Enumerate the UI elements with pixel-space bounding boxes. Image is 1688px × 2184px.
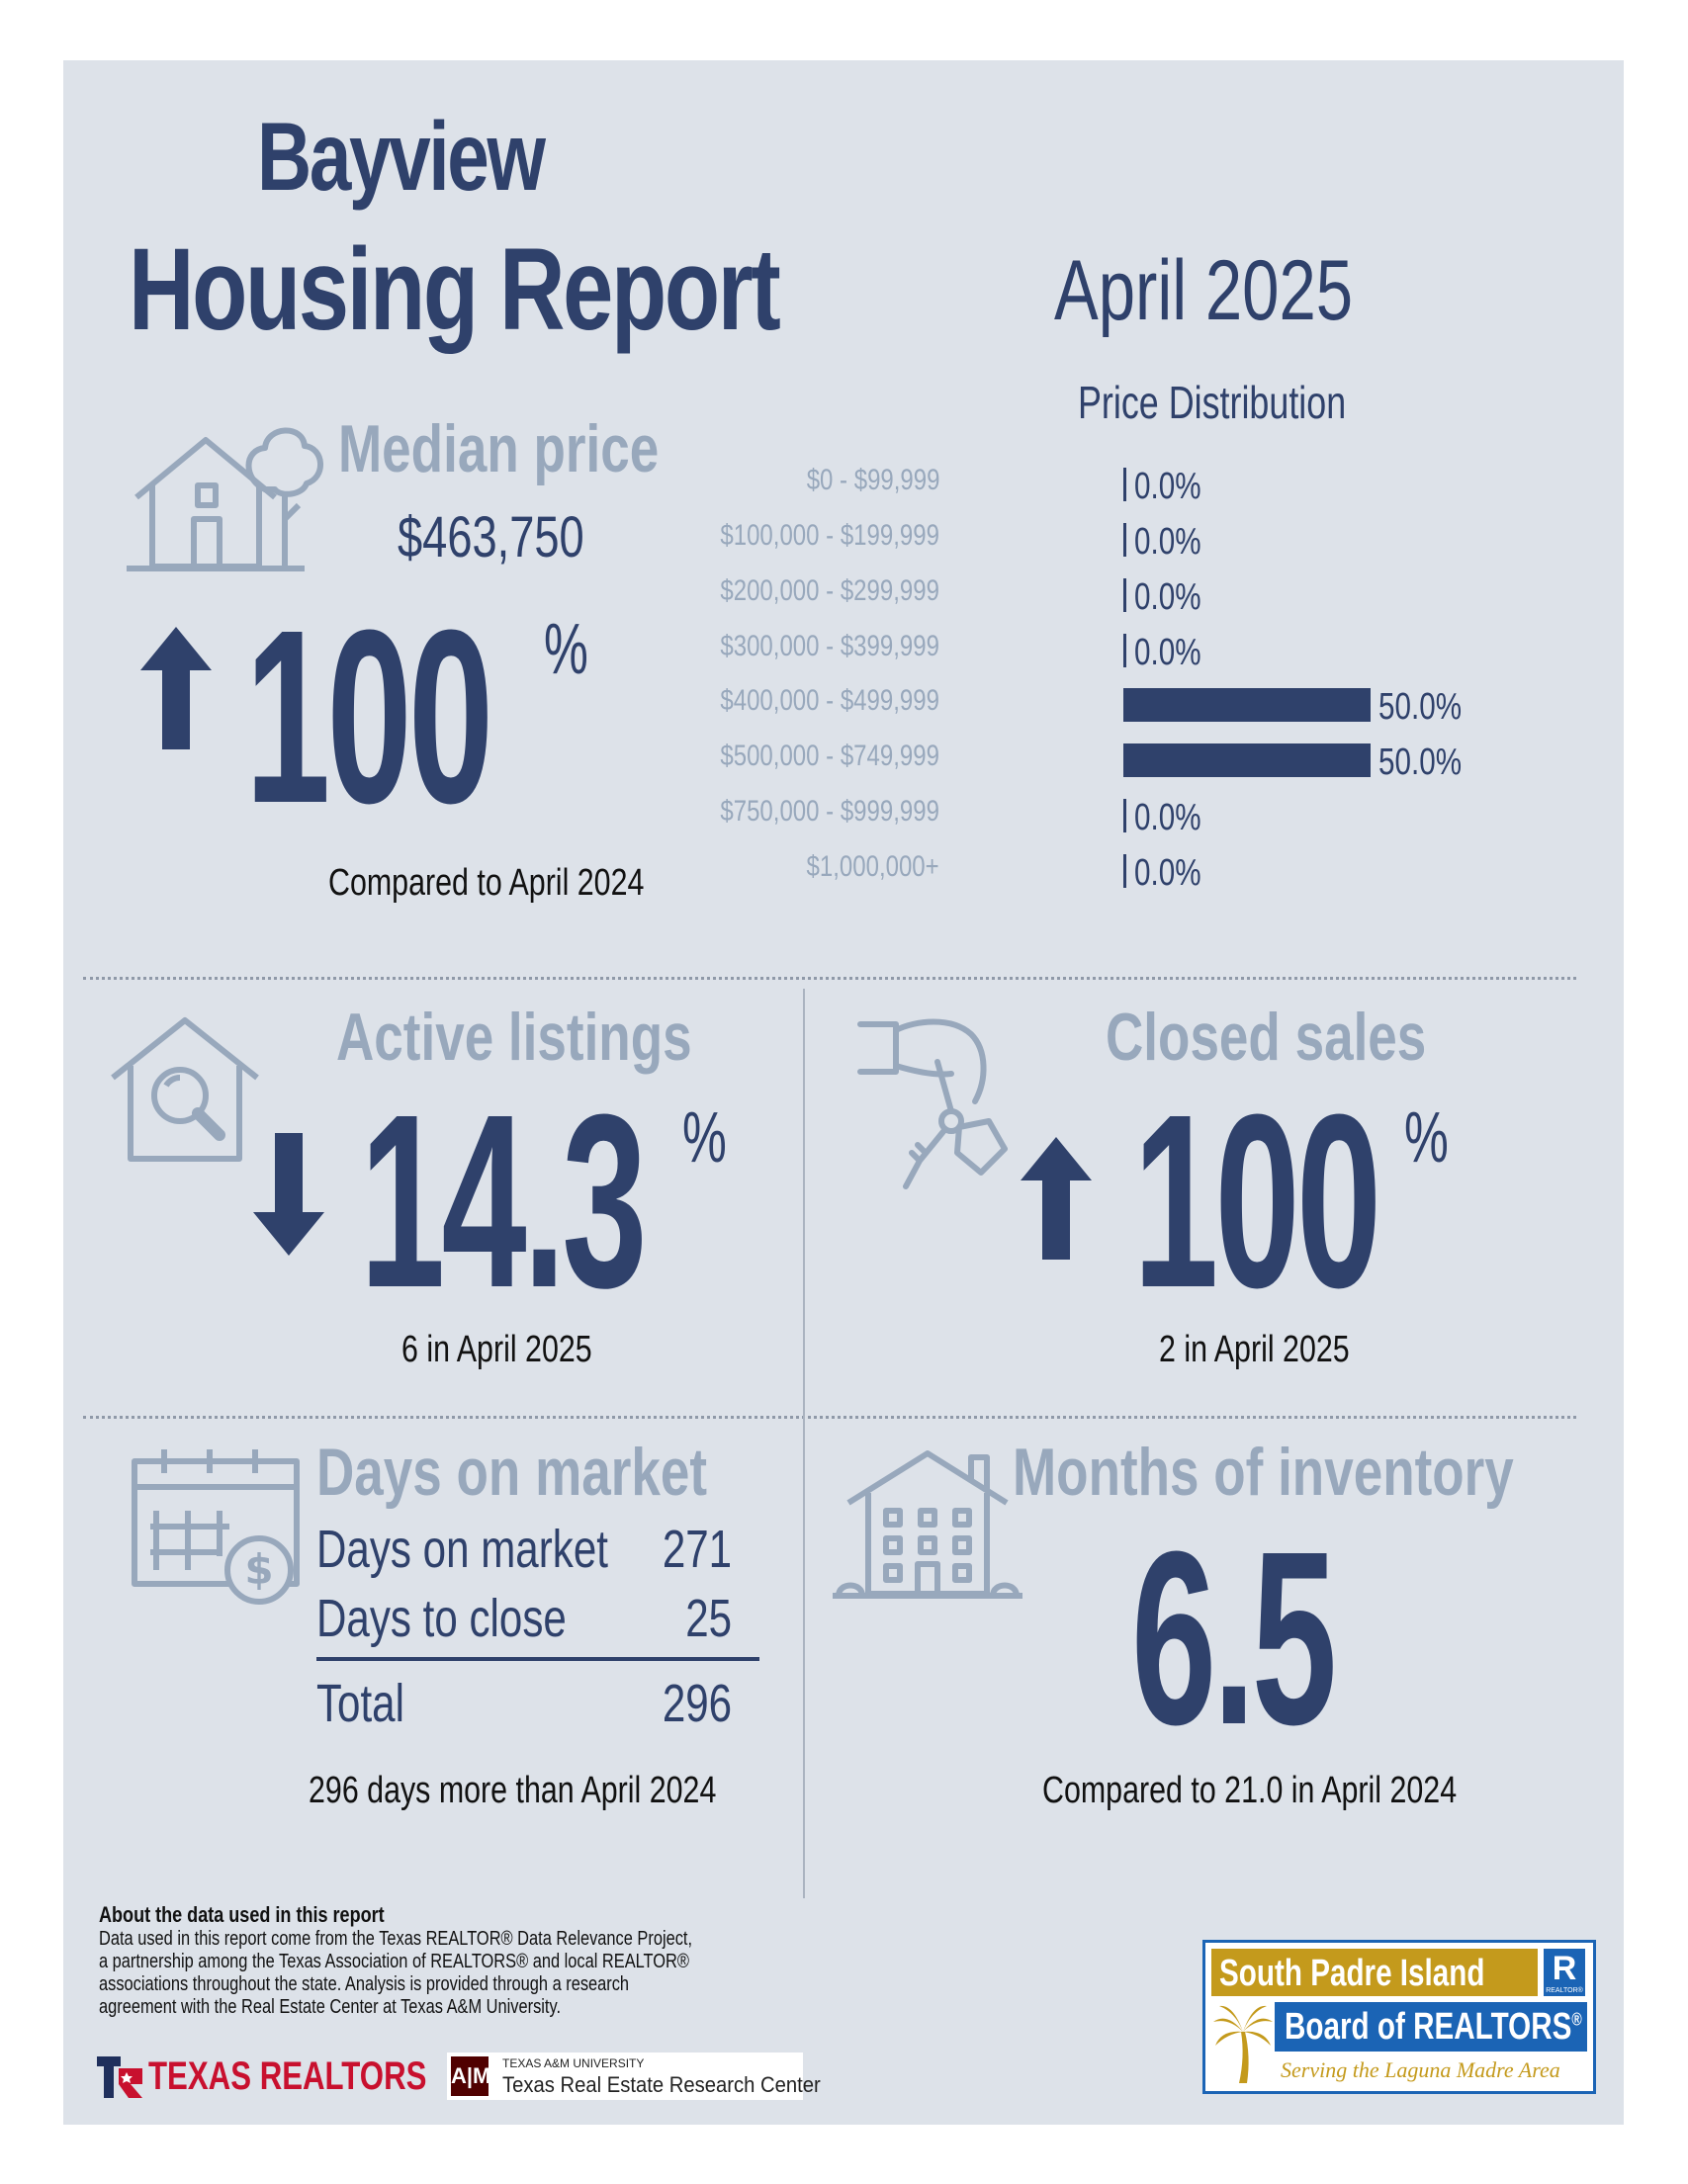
- median-price-caption: Compared to April 2024: [328, 862, 645, 904]
- dom-row-value: 271: [662, 1520, 732, 1579]
- dom-row-days-to-close: Days to close 25: [316, 1588, 732, 1649]
- calendar-dollar-icon: $: [132, 1449, 300, 1605]
- days-on-market-label: Days on market: [316, 1435, 708, 1510]
- dom-row-value: 25: [685, 1589, 732, 1648]
- price-distribution-value: 0.0%: [1134, 852, 1201, 894]
- price-range-label: $200,000 - $299,999: [720, 574, 939, 607]
- active-listings-percent-sign: %: [682, 1098, 727, 1178]
- closed-sales-change: 100: [1133, 1063, 1381, 1339]
- logo-line2-text: Board of REALTORS: [1285, 2006, 1572, 2048]
- dom-total-rule: [316, 1657, 759, 1661]
- active-listings-label: Active listings: [336, 1000, 692, 1075]
- palm-tree-icon: [1213, 2005, 1273, 2083]
- price-distribution-row: $0 - $99,999 0.0%: [806, 462, 1513, 507]
- median-price-change: 100: [245, 578, 493, 854]
- price-distribution-bar: [1123, 634, 1126, 667]
- price-distribution-bar: [1123, 688, 1371, 722]
- price-range-label: $100,000 - $199,999: [720, 519, 939, 552]
- logo-blue-band: [1275, 2002, 1587, 2052]
- median-price-label: Median price: [338, 411, 660, 486]
- tamu-small-text: TEXAS A&M UNIVERSITY: [502, 2056, 645, 2070]
- price-distribution-value: 0.0%: [1134, 466, 1201, 507]
- price-range-label: $400,000 - $499,999: [720, 684, 939, 717]
- realtor-mark-text: REALTOR®: [1546, 1987, 1583, 1994]
- logo-line1: South Padre Island: [1219, 1953, 1485, 1994]
- active-listings-caption: 6 in April 2025: [401, 1329, 592, 1370]
- dom-total-label: Total: [316, 1674, 404, 1733]
- price-distribution-row: $500,000 - $749,999 50.0%: [720, 738, 1513, 783]
- divider-top: [83, 977, 1576, 980]
- price-range-label: $1,000,000+: [806, 850, 939, 883]
- price-distribution-value: 0.0%: [1134, 632, 1201, 673]
- price-range-label: $750,000 - $999,999: [720, 795, 939, 828]
- price-distribution-value: 0.0%: [1134, 521, 1201, 563]
- divider-middle: [83, 1416, 1576, 1419]
- realtor-r-icon: R REALTOR®: [1544, 1949, 1585, 1996]
- title-line1: Bayview: [257, 102, 546, 211]
- active-listings-change: 14.3: [360, 1063, 648, 1339]
- arrow-up-icon: [1021, 1137, 1092, 1260]
- dom-row-label: Days to close: [316, 1589, 567, 1648]
- price-distribution-row: $400,000 - $499,999 50.0%: [720, 682, 1513, 728]
- texas-realtors-logo-mark: [97, 2056, 142, 2098]
- price-distribution-bar: [1123, 468, 1126, 501]
- arrow-up-icon: [140, 627, 212, 749]
- tamu-center-text: Texas Real Estate Research Center: [502, 2072, 821, 2097]
- tamu-logo: A|M TEXAS A&M UNIVERSITY Texas Real Esta…: [447, 2053, 821, 2100]
- home-search-icon: [111, 1017, 259, 1162]
- logo-gold-band: [1211, 1949, 1538, 1996]
- closed-sales-percent-sign: %: [1404, 1098, 1449, 1178]
- months-inventory-label: Months of inventory: [1013, 1435, 1514, 1510]
- price-distribution-title: Price Distribution: [1078, 377, 1347, 428]
- months-inventory-caption: Compared to 21.0 in April 2024: [1042, 1770, 1458, 1811]
- apartment-building-icon: [833, 1450, 1022, 1599]
- price-distribution-bar: [1123, 743, 1371, 777]
- price-distribution-value: 0.0%: [1134, 576, 1201, 618]
- closed-sales-label: Closed sales: [1106, 1000, 1427, 1075]
- price-range-label: $500,000 - $749,999: [720, 740, 939, 772]
- house-tree-icon: [127, 427, 323, 571]
- logo-registered-mark: ®: [1571, 2009, 1582, 2030]
- title-line2: Housing Report: [129, 224, 781, 355]
- logo-tagline: Serving the Laguna Madre Area: [1281, 2057, 1560, 2082]
- median-price-value: $463,750: [398, 505, 584, 569]
- report-panel: [63, 60, 1624, 2125]
- price-distribution-bar: [1123, 854, 1126, 888]
- price-distribution-row: $300,000 - $399,999 0.0%: [720, 628, 1513, 673]
- price-distribution-value: 0.0%: [1134, 797, 1201, 838]
- price-distribution-row: $100,000 - $199,999 0.0%: [720, 517, 1513, 563]
- price-distribution-row: $750,000 - $999,999 0.0%: [720, 793, 1513, 838]
- footer-text: Data used in this report come from the T…: [99, 1928, 693, 2018]
- svg-text:$: $: [244, 1545, 273, 1594]
- spi-board-logo: South Padre Island R REALTOR® Board of R…: [1202, 1940, 1596, 2094]
- dom-row-total: Total 296: [316, 1673, 732, 1734]
- report-month: April 2025: [1054, 243, 1354, 338]
- price-distribution-row: $200,000 - $299,999 0.0%: [720, 572, 1513, 618]
- arrow-down-icon: [253, 1133, 324, 1256]
- footer-heading: About the data used in this report: [99, 1902, 385, 1927]
- texas-realtors-logo-text: TEXAS REALTORS: [148, 2054, 427, 2098]
- hand-keys-icon: [857, 1018, 1008, 1189]
- price-range-label: $300,000 - $399,999: [720, 630, 939, 662]
- closed-sales-caption: 2 in April 2025: [1159, 1329, 1350, 1370]
- tamu-mark-icon: A|M: [451, 2056, 490, 2096]
- dom-total-value: 296: [662, 1674, 732, 1733]
- price-distribution-value: 50.0%: [1378, 742, 1463, 783]
- logo-line2: Board of REALTORS®: [1285, 2006, 1582, 2049]
- price-distribution-row: $1,000,000+ 0.0%: [807, 848, 1513, 894]
- price-distribution-value: 50.0%: [1378, 686, 1463, 728]
- dom-row-days-on-market: Days on market 271: [316, 1519, 732, 1580]
- price-distribution-bar: [1123, 578, 1126, 612]
- divider-vertical: [803, 989, 805, 1898]
- dom-row-label: Days on market: [316, 1520, 608, 1579]
- price-range-label: $0 - $99,999: [806, 464, 939, 496]
- median-price-percent-sign: %: [544, 610, 588, 689]
- months-inventory-value: 6.5: [1131, 1500, 1337, 1776]
- price-distribution-bar: [1123, 523, 1126, 557]
- price-distribution-bar: [1123, 799, 1126, 832]
- days-on-market-caption: 296 days more than April 2024: [309, 1770, 717, 1811]
